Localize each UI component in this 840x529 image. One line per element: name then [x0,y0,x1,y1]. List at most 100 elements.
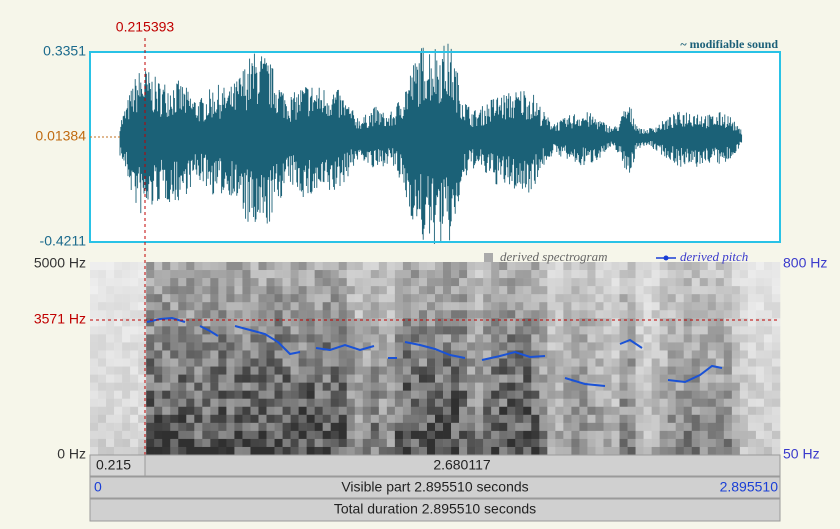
spectrogram-cell [756,278,764,286]
spectrogram-cell [122,310,130,318]
spectrogram-cell [210,407,218,415]
spectrogram-cell [636,302,644,310]
spectrogram-cell [387,342,395,350]
spectrogram-cell [130,286,138,294]
spectrogram-cell [603,270,611,278]
spectrogram-cell [612,375,620,383]
spectrogram-cell [676,326,684,334]
spectrogram-cell [242,399,250,407]
spectrogram-cell [579,326,587,334]
spectrogram-cell [475,302,483,310]
spectrogram-cell [483,334,491,342]
spectrogram-cell [411,447,419,455]
spectrogram-cell [186,383,194,391]
spectrogram-cell [307,278,315,286]
spectrogram-cell [347,375,355,383]
spectrogram-cell [258,399,266,407]
spectrogram-cell [331,407,339,415]
spectrogram-cell [603,375,611,383]
spectrogram-cell [692,367,700,375]
spectrogram-cell [668,310,676,318]
spectrogram-cell [194,294,202,302]
spectrogram-cell [499,294,507,302]
spectrogram-cell [668,383,676,391]
spectrogram-cell [323,367,331,375]
spectrogram-cell [724,391,732,399]
spectrogram-cell [202,407,210,415]
spectrogram-cell [772,270,780,278]
spectrogram-cell [267,383,275,391]
spectrogram-cell [122,334,130,342]
spectrogram-cell [563,399,571,407]
spectrogram-cell [339,399,347,407]
spectrogram-cell [323,383,331,391]
spectrogram-cell [451,399,459,407]
spectrogram-cell [724,286,732,294]
spectrogram-cell [620,286,628,294]
spectrogram-cell [146,415,154,423]
spectrogram-cell [154,431,162,439]
spectrogram-cell [250,391,258,399]
spectrogram-cell [419,375,427,383]
spectrogram-cell [347,262,355,270]
spectrogram-cell [467,350,475,358]
spectrogram-cell [371,375,379,383]
spectrogram-cell [379,407,387,415]
spectrogram-cell [371,278,379,286]
spectrogram-cell [363,383,371,391]
spectrogram-cell [154,302,162,310]
spectrogram-cell [652,334,660,342]
spectrogram-cell [571,391,579,399]
spectrogram-cell [395,270,403,278]
spectrogram-cell [427,326,435,334]
spectrogram-cell [202,447,210,455]
spectrogram-cell [660,367,668,375]
spectrogram-cell [756,399,764,407]
spectrogram-cell [218,415,226,423]
spectrogram-cell [636,350,644,358]
spectrogram-cell [555,350,563,358]
spectrogram-cell [692,359,700,367]
spectrogram-cell [652,350,660,358]
spectrogram-cell [427,423,435,431]
spectrogram-cell [218,375,226,383]
spectrogram-cell [315,415,323,423]
spectrogram-cell [154,383,162,391]
spectrogram-cell [772,431,780,439]
spectrogram-cell [475,286,483,294]
spectrogram-cell [644,359,652,367]
spectrogram-cell [547,439,555,447]
spectrogram-cell [603,278,611,286]
spectrogram-cell [443,399,451,407]
spectrogram-cell [555,383,563,391]
spectrogram-cell [202,375,210,383]
spectrogram-cell [740,334,748,342]
legend-spectrogram: derived spectrogram [500,249,607,264]
spectrogram-cell [668,350,676,358]
spectrogram-cell [732,415,740,423]
spectrogram-cell [539,334,547,342]
spectrogram-cell [467,342,475,350]
spectrogram-cell [756,262,764,270]
spectrogram-cell [547,286,555,294]
spectrogram-cell [523,375,531,383]
spectrogram-cell [355,302,363,310]
spectrogram-cell [563,423,571,431]
spectrogram-cell [218,439,226,447]
spectrogram-cell [435,294,443,302]
spectrogram-cell [547,270,555,278]
spectrogram-cell [612,391,620,399]
spectrogram-cell [732,294,740,302]
spectrogram-cell [579,350,587,358]
spectrogram-cell [315,302,323,310]
spectrogram-cell [162,439,170,447]
spectrogram-cell [162,447,170,455]
spectrogram-cell [684,383,692,391]
spectrogram-cell [612,270,620,278]
spectrogram-cell [563,439,571,447]
spectrogram-cell [676,334,684,342]
spectrogram-cell [106,447,114,455]
spectrogram-cell [724,302,732,310]
spectrogram-cell [708,407,716,415]
spectrogram-cell [106,423,114,431]
